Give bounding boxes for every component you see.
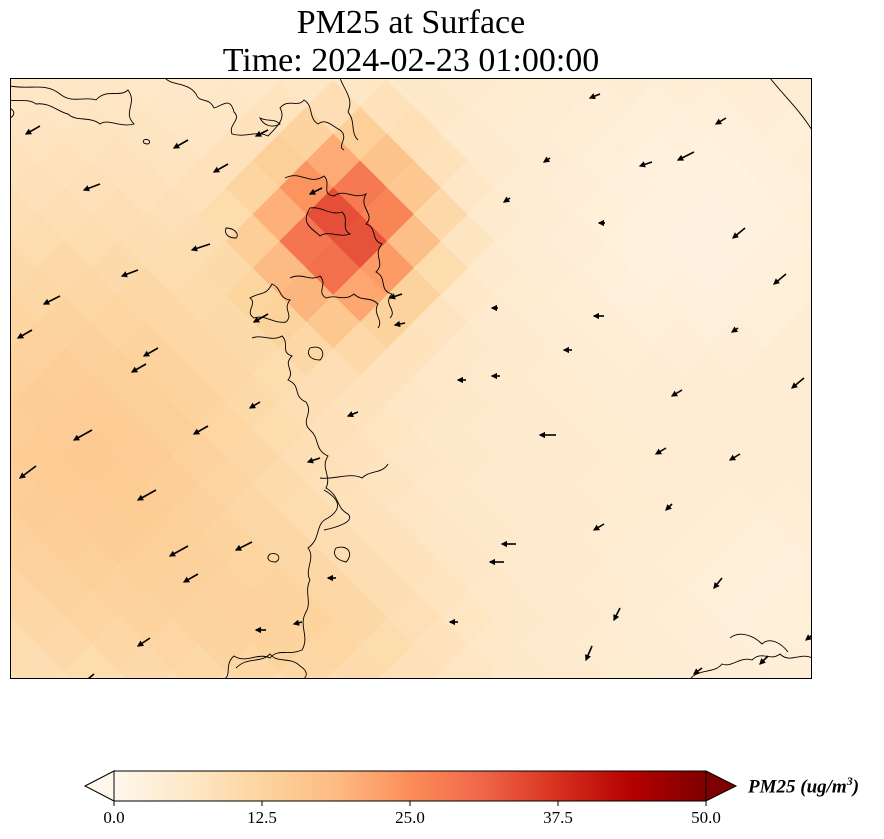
wind-arrow [172, 139, 189, 149]
wind-arrow [292, 619, 303, 626]
wind-arrow [728, 453, 741, 461]
wind-arrow [714, 117, 727, 125]
wind-arrow [252, 313, 269, 323]
colorbar-tick-label: 25.0 [395, 808, 425, 827]
wind-arrow [136, 489, 157, 501]
wind-arrow [306, 457, 321, 464]
wind-arrow [393, 320, 406, 328]
wind-arrow [588, 93, 601, 100]
wind-arrow [42, 295, 61, 305]
wind-arrow [692, 667, 703, 675]
wind-arrow [120, 269, 139, 278]
wind-arrow [613, 607, 621, 622]
colorbar-tick-label: 50.0 [691, 808, 721, 827]
wind-arrow [130, 363, 147, 373]
colorbar-label: PM25 (ug/m3) [748, 774, 860, 798]
wind-arrow [732, 227, 746, 239]
wind-arrow [212, 163, 229, 173]
wind-arrow [676, 151, 695, 161]
colorbar-tick-label: 37.5 [543, 808, 573, 827]
wind-arrow [168, 545, 189, 557]
wind-arrow [730, 326, 739, 333]
colorbar [83, 770, 738, 806]
wind-arrow [665, 503, 673, 511]
wind-arrow [248, 401, 261, 409]
wind-arrow [638, 161, 653, 168]
wind-arrow [585, 645, 593, 662]
wind-arrow [542, 156, 551, 163]
map-title: PM25 at Surface [296, 4, 526, 41]
wind-arrow [142, 347, 159, 357]
wind-arrow [24, 125, 41, 135]
colorbar-gradient [114, 771, 706, 801]
map-panel[interactable] [10, 78, 812, 679]
wind-arrow [136, 637, 151, 647]
wind-arrow [713, 577, 723, 589]
wind-arrow [388, 293, 403, 300]
wind-arrow [346, 411, 359, 418]
wind-arrow [791, 377, 805, 389]
colorbar-tick-label: 12.5 [247, 808, 277, 827]
wind-arrow [773, 273, 787, 285]
wind-arrow [81, 673, 95, 679]
map-time-subtitle: Time: 2024-02-23 01:00:00 [222, 42, 600, 79]
colorbar-extend-min [83, 770, 115, 802]
wind-arrow [308, 187, 323, 195]
wind-arrow [234, 541, 253, 551]
wind-arrow [670, 389, 683, 397]
map-frame [10, 78, 812, 679]
wind-arrow [16, 329, 33, 339]
wind-vectors [16, 93, 812, 679]
wind-arrow [190, 243, 211, 252]
wind-arrow [192, 425, 209, 435]
wind-arrow [72, 429, 93, 441]
wind-arrow [592, 523, 605, 531]
wind-arrow [502, 196, 511, 203]
wind-arrow [18, 465, 37, 479]
pm25-concentration-field [10, 78, 812, 679]
wind-arrow [254, 129, 269, 137]
coastline [10, 78, 812, 679]
colorbar-tick-label: 0.0 [103, 808, 125, 827]
wind-arrow [759, 655, 769, 665]
wind-arrow [654, 447, 667, 455]
wind-arrow [82, 183, 101, 192]
colorbar-extend-max [705, 770, 738, 802]
wind-arrow [182, 573, 199, 583]
